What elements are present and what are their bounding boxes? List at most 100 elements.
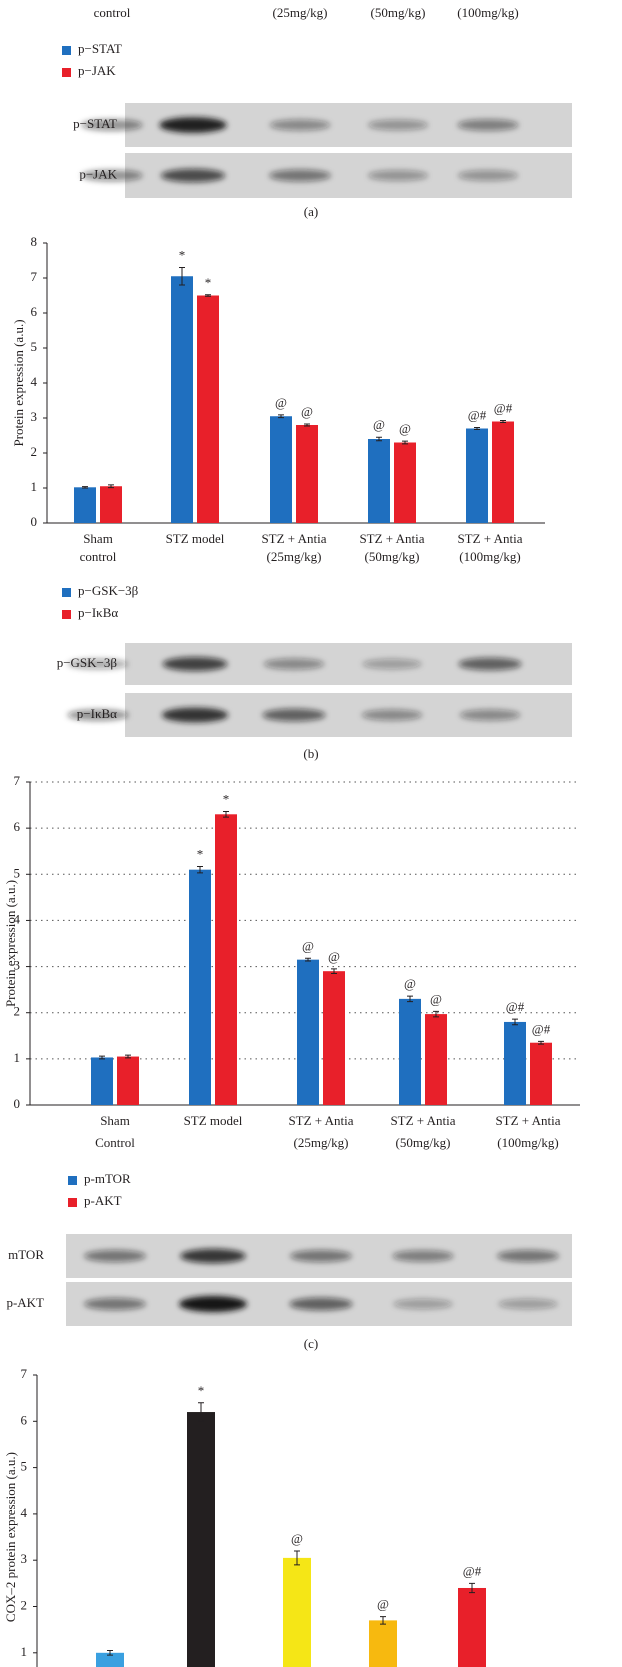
- bar: [394, 442, 416, 523]
- bar: [96, 1652, 124, 1667]
- error-bar: [407, 995, 413, 1003]
- legend-label: p-AKT: [84, 1193, 122, 1208]
- x-tick-label-line: STZ + Antia: [359, 531, 424, 546]
- significance-label: @: [430, 991, 442, 1006]
- blot-band: [367, 119, 429, 131]
- blot-band: [179, 1296, 247, 1312]
- blot-band: [289, 1297, 353, 1311]
- error-bar: [125, 1054, 131, 1059]
- x-tick-label: STZ model: [184, 1113, 243, 1128]
- blot-label: p−JAK: [79, 166, 117, 181]
- y-tick-label: 2: [21, 1597, 28, 1612]
- x-tick-label-line: (100mg/kg): [457, 5, 518, 20]
- blot-label: p-AKT: [6, 1295, 44, 1310]
- error-bar: [278, 414, 284, 419]
- significance-label: *: [223, 792, 230, 807]
- y-tick-label: 1: [14, 1050, 21, 1065]
- x-tick-label-line: Sham: [100, 1113, 130, 1128]
- x-tick-label: STZ + Antia (25mg/kg): [261, 531, 326, 564]
- bar: [458, 1587, 486, 1667]
- significance-label: @: [291, 1531, 303, 1546]
- x-tick-label-line: (100mg/kg): [497, 1135, 558, 1150]
- legend-swatch: [62, 610, 71, 619]
- legend-label: p−JAK: [78, 63, 116, 78]
- x-tick-label-line: (100mg/kg): [459, 549, 520, 564]
- bar: [197, 295, 219, 523]
- blot-band: [180, 1248, 246, 1264]
- y-tick-label: 2: [31, 444, 38, 459]
- bar: [270, 416, 292, 523]
- x-tick-label: Sham control: [80, 531, 117, 564]
- x-tick-label: STZ + Antia (25mg/kg): [288, 1113, 353, 1150]
- error-bar: [512, 1018, 518, 1026]
- y-axis-label: Protein expression (a.u.): [3, 880, 18, 1007]
- x-tick-label-line: Control: [95, 1135, 135, 1150]
- x-tick-label-line: STZ + Antia: [457, 531, 522, 546]
- x-tick-label: STZ + Antia(100mg/kg): [455, 0, 520, 20]
- x-tick-label-line: STZ + Antia: [261, 531, 326, 546]
- blot-band: [367, 170, 429, 181]
- bar: [369, 1620, 397, 1667]
- blot-band: [81, 119, 143, 131]
- legend-swatch: [62, 68, 71, 77]
- blot-band: [162, 657, 228, 671]
- x-tick-label: STZ + Antia (50mg/kg): [359, 531, 424, 564]
- error-bar: [305, 957, 311, 962]
- x-tick-label-line: STZ model: [184, 1113, 243, 1128]
- x-tick-label-line: (50mg/kg): [371, 5, 426, 20]
- blot-band: [269, 119, 331, 131]
- error-bar: [198, 1402, 204, 1422]
- error-bar: [107, 1649, 113, 1656]
- blot-band: [361, 709, 423, 721]
- bar: [215, 814, 237, 1105]
- significance-label: *: [197, 846, 204, 861]
- significance-label: @: [373, 417, 385, 432]
- blot-band: [67, 709, 129, 721]
- significance-label: @: [275, 395, 287, 410]
- legend-label: p−GSK−3β: [78, 583, 139, 598]
- blot-band: [161, 707, 229, 723]
- significance-label: @: [404, 976, 416, 991]
- x-tick-label-line: (25mg/kg): [273, 5, 328, 20]
- y-tick-label: 0: [14, 1096, 21, 1111]
- error-bar: [500, 419, 506, 424]
- x-tick-label: STZ + Antia (50mg/kg): [390, 1113, 455, 1150]
- y-tick-label: 3: [21, 1551, 28, 1566]
- blot-band: [457, 119, 519, 131]
- error-bar: [294, 1550, 300, 1566]
- blot-band: [458, 657, 522, 671]
- panel-label: (b): [303, 746, 318, 761]
- blot-band: [497, 1250, 559, 1262]
- y-axis-label: COX–2 protein expression (a.u.): [3, 1452, 18, 1622]
- y-tick-label: 5: [14, 865, 21, 880]
- y-tick-label: 6: [31, 304, 38, 319]
- error-bar: [380, 1616, 386, 1625]
- x-tick-label-line: STZ + Antia: [288, 1113, 353, 1128]
- blot-band: [498, 1298, 558, 1310]
- blot-band: [263, 658, 325, 670]
- bar: [171, 276, 193, 523]
- legend-label: p−IκBα: [78, 605, 118, 620]
- y-tick-label: 1: [21, 1644, 28, 1659]
- blot-band: [84, 1298, 146, 1310]
- bar: [296, 425, 318, 523]
- bar: [100, 486, 122, 523]
- error-bar: [474, 426, 480, 431]
- y-tick-label: 3: [31, 409, 38, 424]
- y-tick-label: 1: [31, 479, 38, 494]
- error-bar: [205, 294, 211, 297]
- x-tick-label-line: (25mg/kg): [294, 1135, 349, 1150]
- blot-band: [362, 658, 422, 670]
- blot-band: [269, 169, 331, 182]
- error-bar: [223, 811, 229, 818]
- y-tick-label: 2: [14, 1004, 21, 1019]
- x-tick-label-line: Sham: [83, 531, 113, 546]
- legend-swatch: [68, 1176, 77, 1185]
- x-tick-label-line: control: [80, 549, 117, 564]
- significance-label: *: [179, 247, 186, 262]
- y-tick-label: 3: [14, 958, 21, 973]
- error-bar: [376, 436, 382, 442]
